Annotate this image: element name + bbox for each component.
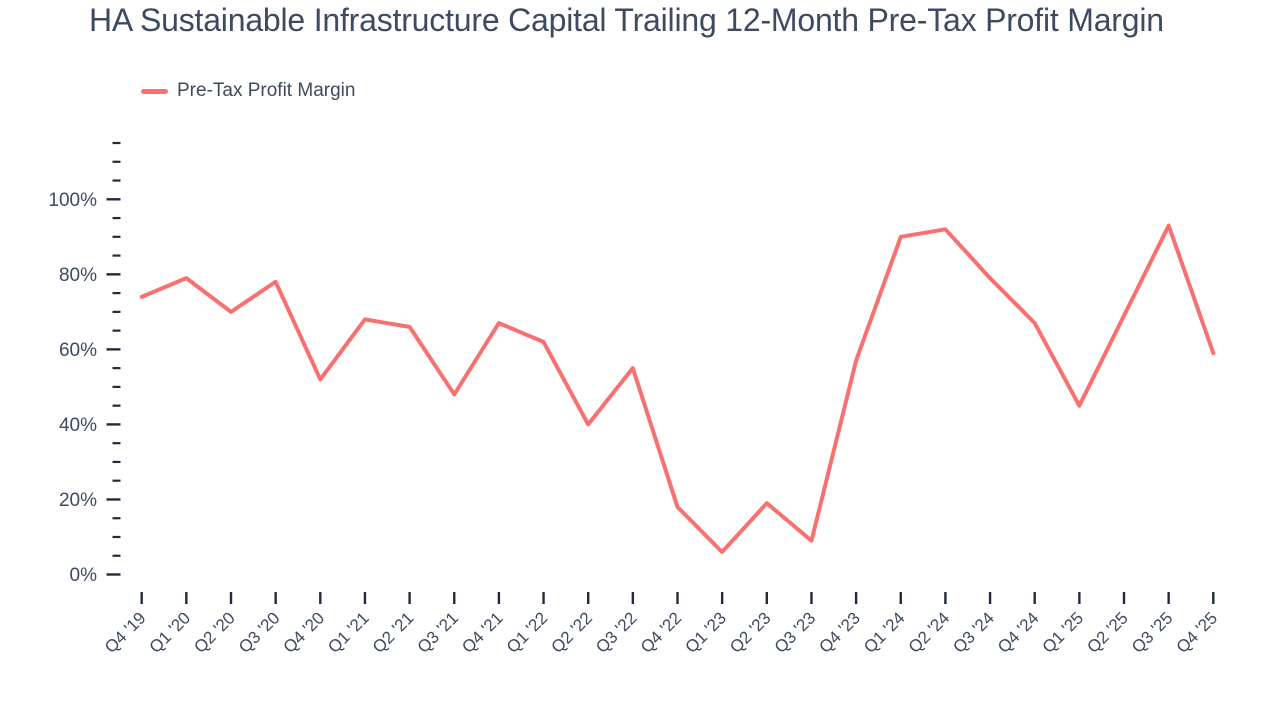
legend: Pre-Tax Profit Margin <box>141 80 355 102</box>
x-axis-label: Q2 '23 <box>726 608 774 656</box>
x-axis-label: Q4 '21 <box>458 608 506 656</box>
x-axis-label: Q4 '20 <box>280 608 328 656</box>
x-axis-label: Q2 '22 <box>548 608 596 656</box>
x-axis-label: Q2 '20 <box>190 608 238 656</box>
x-axis-label: Q3 '20 <box>235 608 283 656</box>
y-axis-label: 0% <box>70 565 98 586</box>
x-axis-label: Q2 '24 <box>905 608 953 656</box>
x-axis-label: Q3 '24 <box>949 608 997 656</box>
legend-label: Pre-Tax Profit Margin <box>177 80 356 101</box>
x-axis-label: Q1 '21 <box>324 608 372 656</box>
x-axis-label: Q2 '25 <box>1083 608 1131 656</box>
profit-margin-line <box>139 223 1216 554</box>
legend-line-swatch <box>141 88 168 94</box>
x-axis-label: Q4 '24 <box>994 608 1042 656</box>
y-axis-label: 60% <box>59 340 97 361</box>
chart-title: HA Sustainable Infrastructure Capital Tr… <box>89 2 1164 38</box>
x-axis-label: Q3 '21 <box>414 608 462 656</box>
x-axis-label: Q4 '22 <box>637 608 685 656</box>
x-axis-label: Q1 '25 <box>1039 608 1087 656</box>
y-axis-label: 80% <box>59 265 97 286</box>
x-axis-label: Q1 '20 <box>146 608 194 656</box>
x-axis-label: Q4 '23 <box>815 608 863 656</box>
x-axis-label: Q3 '23 <box>771 608 819 656</box>
x-axis-label: Q1 '23 <box>681 608 729 656</box>
x-axis-label: Q2 '21 <box>369 608 417 656</box>
x-axis-label: Q4 '19 <box>101 608 149 656</box>
x-axis-label: Q4 '25 <box>1173 608 1221 656</box>
x-axis-label: Q3 '22 <box>592 608 640 656</box>
x-axis-label: Q3 '25 <box>1128 608 1176 656</box>
x-axis-label: Q1 '24 <box>860 608 908 656</box>
x-axis-label: Q1 '22 <box>503 608 551 656</box>
y-axis-label: 20% <box>59 490 97 511</box>
y-axis-label: 100% <box>48 190 97 211</box>
y-axis-label: 40% <box>59 415 97 436</box>
